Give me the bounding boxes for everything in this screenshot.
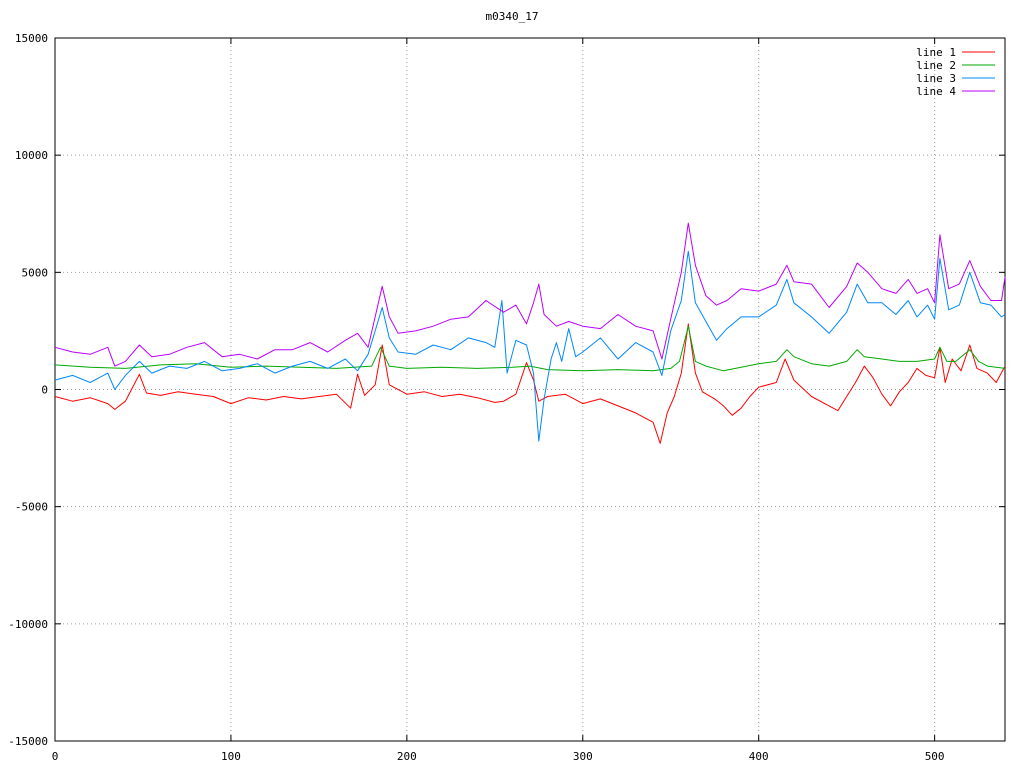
y-tick-label: 10000 (15, 149, 48, 162)
series-line-4 (54, 222, 1006, 367)
y-tick-label: -10000 (8, 618, 48, 631)
legend-label-4: line 4 (916, 85, 956, 98)
series-layer (54, 222, 1006, 444)
y-tick-label: 0 (41, 384, 48, 397)
x-tick-label: 300 (573, 750, 593, 763)
legend-label-1: line 1 (916, 46, 956, 59)
series-line-2 (54, 325, 1006, 372)
legend-label-3: line 3 (916, 72, 956, 85)
chart-title: m0340_17 (485, 10, 539, 23)
x-tick-label: 400 (749, 750, 769, 763)
y-tick-label: 5000 (22, 266, 49, 279)
legend-label-2: line 2 (916, 59, 956, 72)
axis-layer: 15000 10000 5000 0 -5000 -10000 -15000 0 100 200 3… (8, 32, 1006, 763)
series-line-3 (54, 250, 1006, 442)
grid-layer (55, 38, 1005, 741)
x-tick-label: 0 (52, 750, 59, 763)
y-tick-label: -5000 (15, 501, 48, 514)
x-tick-label: 200 (397, 750, 417, 763)
y-tick-label: 15000 (15, 32, 48, 45)
plot-border (54, 37, 1006, 742)
y-tick-label: -15000 (8, 735, 48, 748)
x-tick-label: 500 (925, 750, 945, 763)
x-tick-label: 100 (221, 750, 241, 763)
series-line-1 (54, 323, 1006, 444)
